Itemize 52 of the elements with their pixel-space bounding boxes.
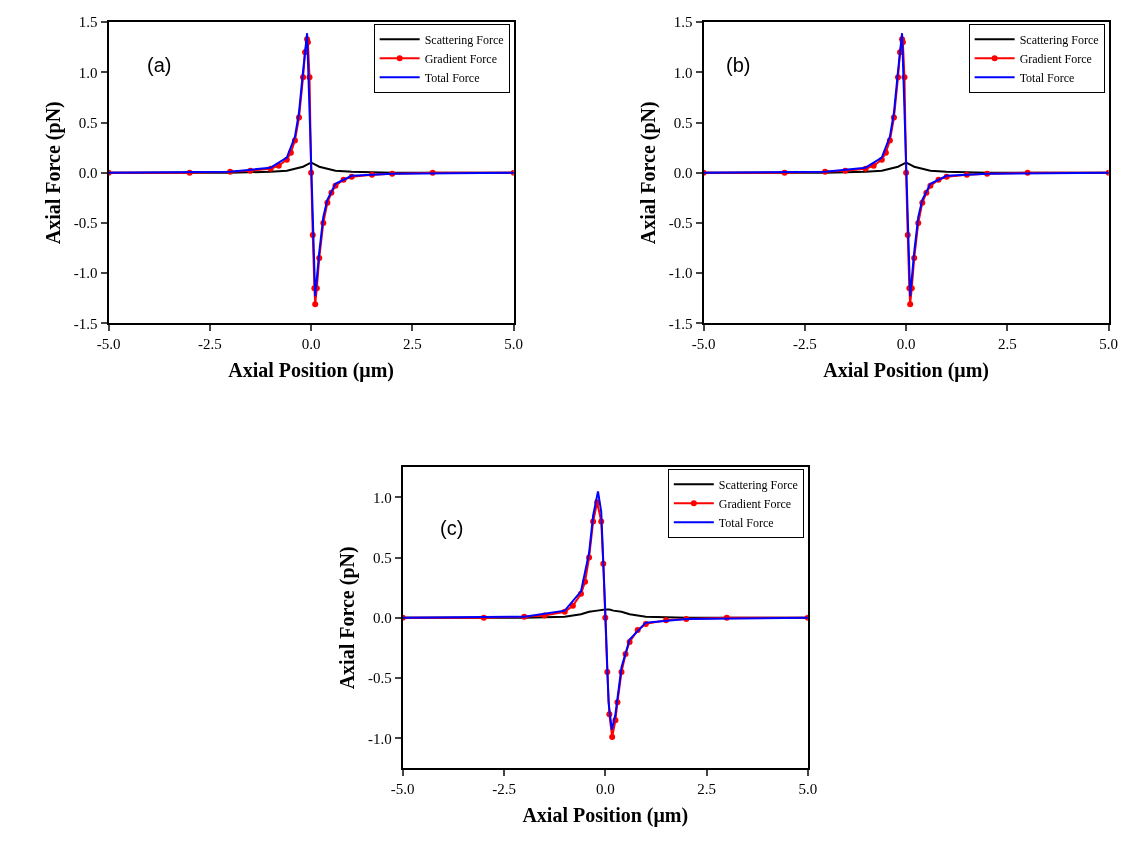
y-tick-label: 0.0 [78,164,98,181]
x-tick-label: 2.5 [697,781,716,798]
x-axis-title: Axial Position (μm) [228,359,395,383]
legend-label: Total Force [718,515,774,530]
y-tick-label: 1.0 [78,64,98,81]
x-tick-label: -2.5 [792,336,817,353]
y-tick-label: 0.0 [673,164,693,181]
y-tick-label: -0.5 [367,670,392,687]
x-tick-label: -5.0 [96,336,121,353]
y-tick-label: 0.5 [78,114,98,131]
annotation: (b) [726,54,751,76]
y-tick-label: -1.0 [367,730,392,747]
legend-label: Gradient Force [718,496,792,511]
y-tick-label: 1.5 [78,14,98,31]
y-tick-label: -1.5 [73,315,98,332]
x-tick-label: 2.5 [403,336,422,353]
legend-label: Scattering Force [718,477,798,492]
y-tick-label: -1.0 [73,265,98,282]
legend-label: Scattering Force [424,32,504,47]
x-tick-label: -5.0 [390,781,415,798]
legend-label: Total Force [1019,70,1075,85]
legend-label: Gradient Force [424,51,497,66]
legend-label: Scattering Force [1019,32,1099,47]
x-tick-label: 2.5 [998,336,1017,353]
x-tick-label: -5.0 [691,336,716,353]
y-axis-title: Axial Force (pN) [41,101,65,245]
y-axis-title: Axial Force (pN) [636,101,660,245]
y-tick-label: -1.5 [668,315,693,332]
annotation: (a) [147,54,172,76]
x-tick-label: 5.0 [1099,336,1119,353]
x-tick-label: -2.5 [197,336,222,353]
legend-label: Total Force [424,70,480,85]
y-axis-title: Axial Force (pN) [335,546,359,690]
x-tick-label: 0.0 [595,781,615,798]
annotation: (c) [440,517,464,539]
y-tick-label: 0.5 [372,549,392,566]
y-tick-label: 1.5 [673,14,693,31]
x-tick-label: 0.0 [301,336,321,353]
x-tick-label: -2.5 [492,781,516,798]
y-tick-label: -1.0 [668,265,693,282]
x-axis-title: Axial Position (μm) [522,804,689,828]
x-tick-label: 5.0 [504,336,524,353]
y-tick-label: 0.0 [372,610,392,627]
y-tick-label: 1.0 [372,489,392,506]
x-tick-label: 0.0 [896,336,916,353]
y-tick-label: -0.5 [73,215,98,232]
y-tick-label: 0.5 [673,114,693,131]
y-tick-label: -0.5 [668,215,693,232]
y-tick-label: 1.0 [673,64,693,81]
x-axis-title: Axial Position (μm) [823,359,989,383]
legend-label: Gradient Force [1019,51,1092,66]
x-tick-label: 5.0 [798,781,818,798]
